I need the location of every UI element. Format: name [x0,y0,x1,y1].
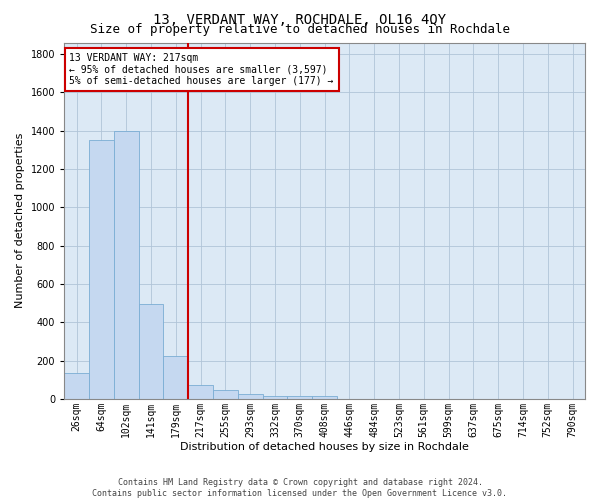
Bar [163,356,188,399]
Bar [312,396,337,399]
Text: Contains HM Land Registry data © Crown copyright and database right 2024.
Contai: Contains HM Land Registry data © Crown c… [92,478,508,498]
Bar [238,394,263,399]
Text: 13 VERDANT WAY: 217sqm
← 95% of detached houses are smaller (3,597)
5% of semi-d: 13 VERDANT WAY: 217sqm ← 95% of detached… [70,53,334,86]
Text: Size of property relative to detached houses in Rochdale: Size of property relative to detached ho… [90,22,510,36]
Bar [188,384,213,399]
Bar [263,396,287,399]
Bar [114,130,139,399]
Text: 13, VERDANT WAY, ROCHDALE, OL16 4QY: 13, VERDANT WAY, ROCHDALE, OL16 4QY [154,12,446,26]
Bar [287,396,312,399]
X-axis label: Distribution of detached houses by size in Rochdale: Distribution of detached houses by size … [180,442,469,452]
Y-axis label: Number of detached properties: Number of detached properties [15,133,25,308]
Bar [213,390,238,399]
Bar [64,373,89,399]
Bar [139,304,163,399]
Bar [89,140,114,399]
